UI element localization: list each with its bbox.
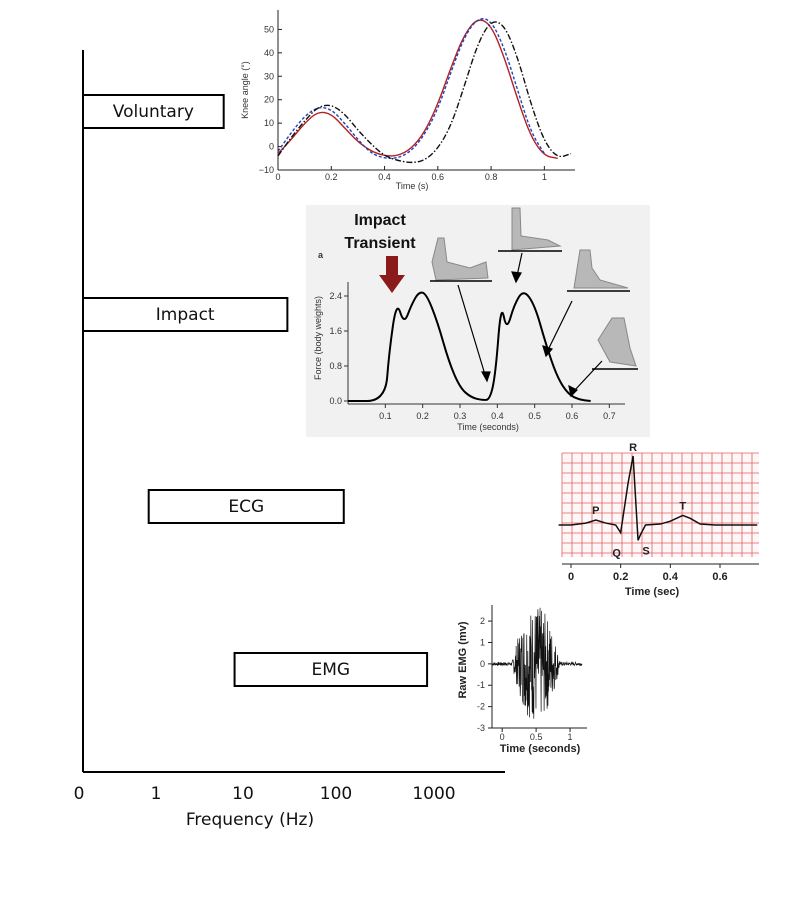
y-tick-label: 2.4	[329, 291, 342, 301]
x-tick-label: 0.5	[528, 411, 541, 421]
impact-force-inset: Impact Transient a 0.1 0.2 0.3 0.4 0.5 0.6 0.7…	[306, 205, 650, 437]
x-tick-label: 0.8	[485, 172, 498, 182]
knee-angle-series-dashdot	[277, 21, 572, 164]
y-tick-label: 10	[264, 118, 274, 128]
y-tick-label: 2	[480, 616, 485, 626]
x-tick-label: 1000	[412, 784, 455, 804]
inset-x-label: Time (seconds)	[457, 422, 519, 432]
phase-pointer-arrows	[457, 252, 603, 398]
inset-y-label: Knee angle (°)	[240, 61, 250, 119]
ecg-wave-label: T	[679, 500, 686, 512]
x-tick-label: 0.2	[416, 411, 429, 421]
x-tick-label: 0.1	[379, 411, 392, 421]
x-tick-label: 0	[74, 784, 85, 804]
x-tick-label: 0	[275, 172, 280, 182]
x-tick-label: 0.4	[378, 172, 391, 182]
x-tick-label: 0.4	[491, 411, 504, 421]
ecg-wave-label: R	[629, 442, 637, 454]
y-tick-label: -2	[477, 702, 485, 712]
emg-inset: 0 0.5 1 -3 -2 -1 0 1 2 Time (seconds) Raw EMG (m…	[457, 605, 587, 755]
inset-title-line-1: Impact	[354, 212, 406, 229]
emg-trace	[491, 607, 583, 719]
x-tick-label: 0	[568, 571, 574, 583]
x-tick-label: 0.6	[432, 172, 445, 182]
ecg-wave-label: Q	[612, 548, 621, 560]
y-tick-label: 1	[480, 637, 485, 647]
force-curve	[348, 291, 591, 402]
toe-off-icon	[592, 317, 638, 370]
y-tick-label: 50	[264, 24, 274, 34]
band-box	[147, 489, 345, 524]
x-tick-label: 1	[568, 732, 573, 742]
inset-background	[278, 8, 580, 178]
band-label: Impact	[156, 305, 215, 325]
x-tick-label: 0.2	[325, 172, 338, 182]
ecg-wave-label: S	[642, 545, 649, 557]
x-tick-label: 0.6	[566, 411, 579, 421]
ecg-x-label: Time (sec)	[625, 586, 680, 598]
x-tick-label: 0.7	[603, 411, 616, 421]
y-tick-label: 0.8	[329, 361, 342, 371]
y-tick-label: 20	[264, 95, 274, 105]
x-tick-label: 0.2	[613, 571, 628, 583]
x-tick-label: 10	[232, 784, 254, 804]
band-box	[82, 94, 225, 129]
band-box	[82, 297, 289, 332]
y-tick-label: 40	[264, 48, 274, 58]
x-tick-label: 0	[500, 732, 505, 742]
inset-x-label: Time (s)	[396, 181, 429, 191]
y-tick-label: 0.0	[329, 396, 342, 406]
x-tick-label: 1	[542, 172, 547, 182]
x-tick-label: 1	[151, 784, 162, 804]
y-tick-label: 0	[480, 659, 485, 669]
y-tick-label: 30	[264, 71, 274, 81]
panel-label: a	[318, 250, 324, 260]
band-label: Voluntary	[113, 102, 194, 122]
emg-x-label: Time (seconds)	[500, 743, 581, 755]
ecg-wave-label: P	[592, 505, 599, 517]
y-tick-label: −10	[259, 165, 274, 175]
impact-arrow-icon	[379, 256, 405, 293]
y-tick-label: 1.6	[329, 326, 342, 336]
x-axis-label: Frequency (Hz)	[186, 810, 314, 830]
y-tick-label: -3	[477, 723, 485, 733]
x-tick-label: 0.4	[663, 571, 679, 583]
y-tick-label: 0	[269, 142, 274, 152]
knee-angle-series-solid	[277, 19, 558, 159]
band-box	[233, 652, 429, 687]
heel-off-icon	[567, 249, 630, 292]
ecg-inset: P Q R S T 0 0.2 0.4 0.6 Time (sec)	[558, 442, 759, 598]
inset-title-line-2: Transient	[344, 235, 416, 252]
x-tick-label: 0.5	[530, 732, 543, 742]
band-label: ECG	[228, 497, 264, 517]
foot-strike-icon	[430, 237, 492, 282]
foot-flat-icon	[498, 207, 562, 252]
y-tick-label: -1	[477, 680, 485, 690]
inset-y-label: Force (body weights)	[313, 296, 323, 380]
emg-y-label: Raw EMG (mv)	[457, 621, 469, 698]
x-tick-label: 0.3	[454, 411, 467, 421]
ecg-trace	[558, 455, 758, 541]
x-tick-label: 0.6	[712, 571, 727, 583]
x-tick-label: 100	[320, 784, 352, 804]
band-label: EMG	[312, 660, 351, 680]
ecg-grid-background	[562, 453, 759, 557]
